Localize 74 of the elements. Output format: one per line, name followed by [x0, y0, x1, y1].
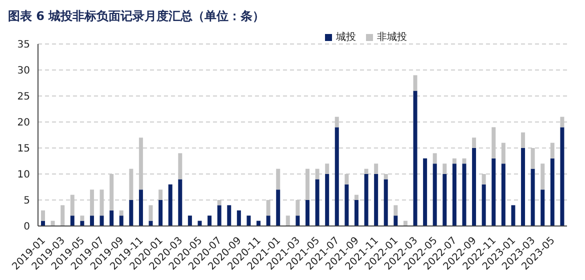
bar [158, 200, 163, 226]
bar [80, 216, 84, 221]
bar [413, 90, 418, 226]
bar [442, 174, 447, 226]
bar [119, 216, 124, 226]
bar [511, 205, 516, 226]
bar [394, 205, 398, 216]
bar [119, 210, 124, 216]
bar [501, 164, 506, 226]
y-tick-label: 30 [17, 66, 30, 77]
legend-label: 城投 [336, 32, 356, 43]
bar [138, 190, 143, 226]
bar [472, 138, 476, 148]
y-tick-label: 5 [24, 196, 30, 207]
bar [276, 190, 280, 226]
bar [384, 179, 388, 226]
bar [462, 164, 466, 226]
bar [296, 216, 300, 226]
bar [90, 216, 94, 226]
bar [560, 127, 564, 226]
bar [413, 75, 418, 91]
bar [168, 184, 172, 226]
bar [217, 205, 222, 226]
y-tick-label: 15 [17, 144, 30, 155]
bar [423, 158, 428, 226]
bar [129, 200, 134, 226]
bar [325, 174, 330, 226]
bar [482, 184, 486, 226]
bar [286, 216, 290, 226]
chart-title: 图表 6 城投非标负面记录月度汇总（单位：条） [8, 8, 266, 25]
bar [70, 216, 74, 226]
bar [521, 132, 526, 148]
bar [246, 216, 251, 226]
bar [540, 190, 545, 226]
bar [462, 158, 466, 164]
y-tick-label: 10 [17, 170, 30, 181]
bar [236, 210, 241, 226]
bar [227, 205, 232, 226]
bar [129, 168, 134, 200]
bar [100, 216, 104, 226]
bar [492, 158, 496, 226]
bar [315, 179, 320, 226]
bar [276, 168, 280, 190]
y-tick-label: 25 [17, 92, 30, 103]
bar [374, 174, 378, 226]
bar [344, 184, 349, 226]
bar [334, 127, 339, 226]
bar [208, 216, 212, 226]
legend-label: 非城投 [377, 32, 407, 43]
bar [530, 168, 535, 226]
y-tick-label: 35 [17, 40, 30, 51]
y-tick-label: 0 [24, 222, 30, 233]
y-tick-label: 20 [17, 118, 30, 129]
bar [110, 210, 114, 226]
bar [550, 158, 554, 226]
bar [472, 148, 476, 226]
bar [178, 153, 182, 180]
bar [354, 200, 358, 226]
bar [432, 153, 437, 164]
bar [306, 200, 310, 226]
bar [432, 164, 437, 226]
bar [188, 216, 192, 226]
bar [452, 158, 456, 164]
bar [452, 164, 456, 226]
bar [394, 216, 398, 226]
bar [178, 179, 182, 226]
bar [148, 205, 153, 221]
bar [60, 205, 65, 226]
bar [364, 174, 368, 226]
bar [374, 164, 378, 174]
bar [521, 148, 526, 226]
bar [325, 164, 330, 174]
bar [41, 210, 45, 221]
bar [266, 216, 270, 226]
